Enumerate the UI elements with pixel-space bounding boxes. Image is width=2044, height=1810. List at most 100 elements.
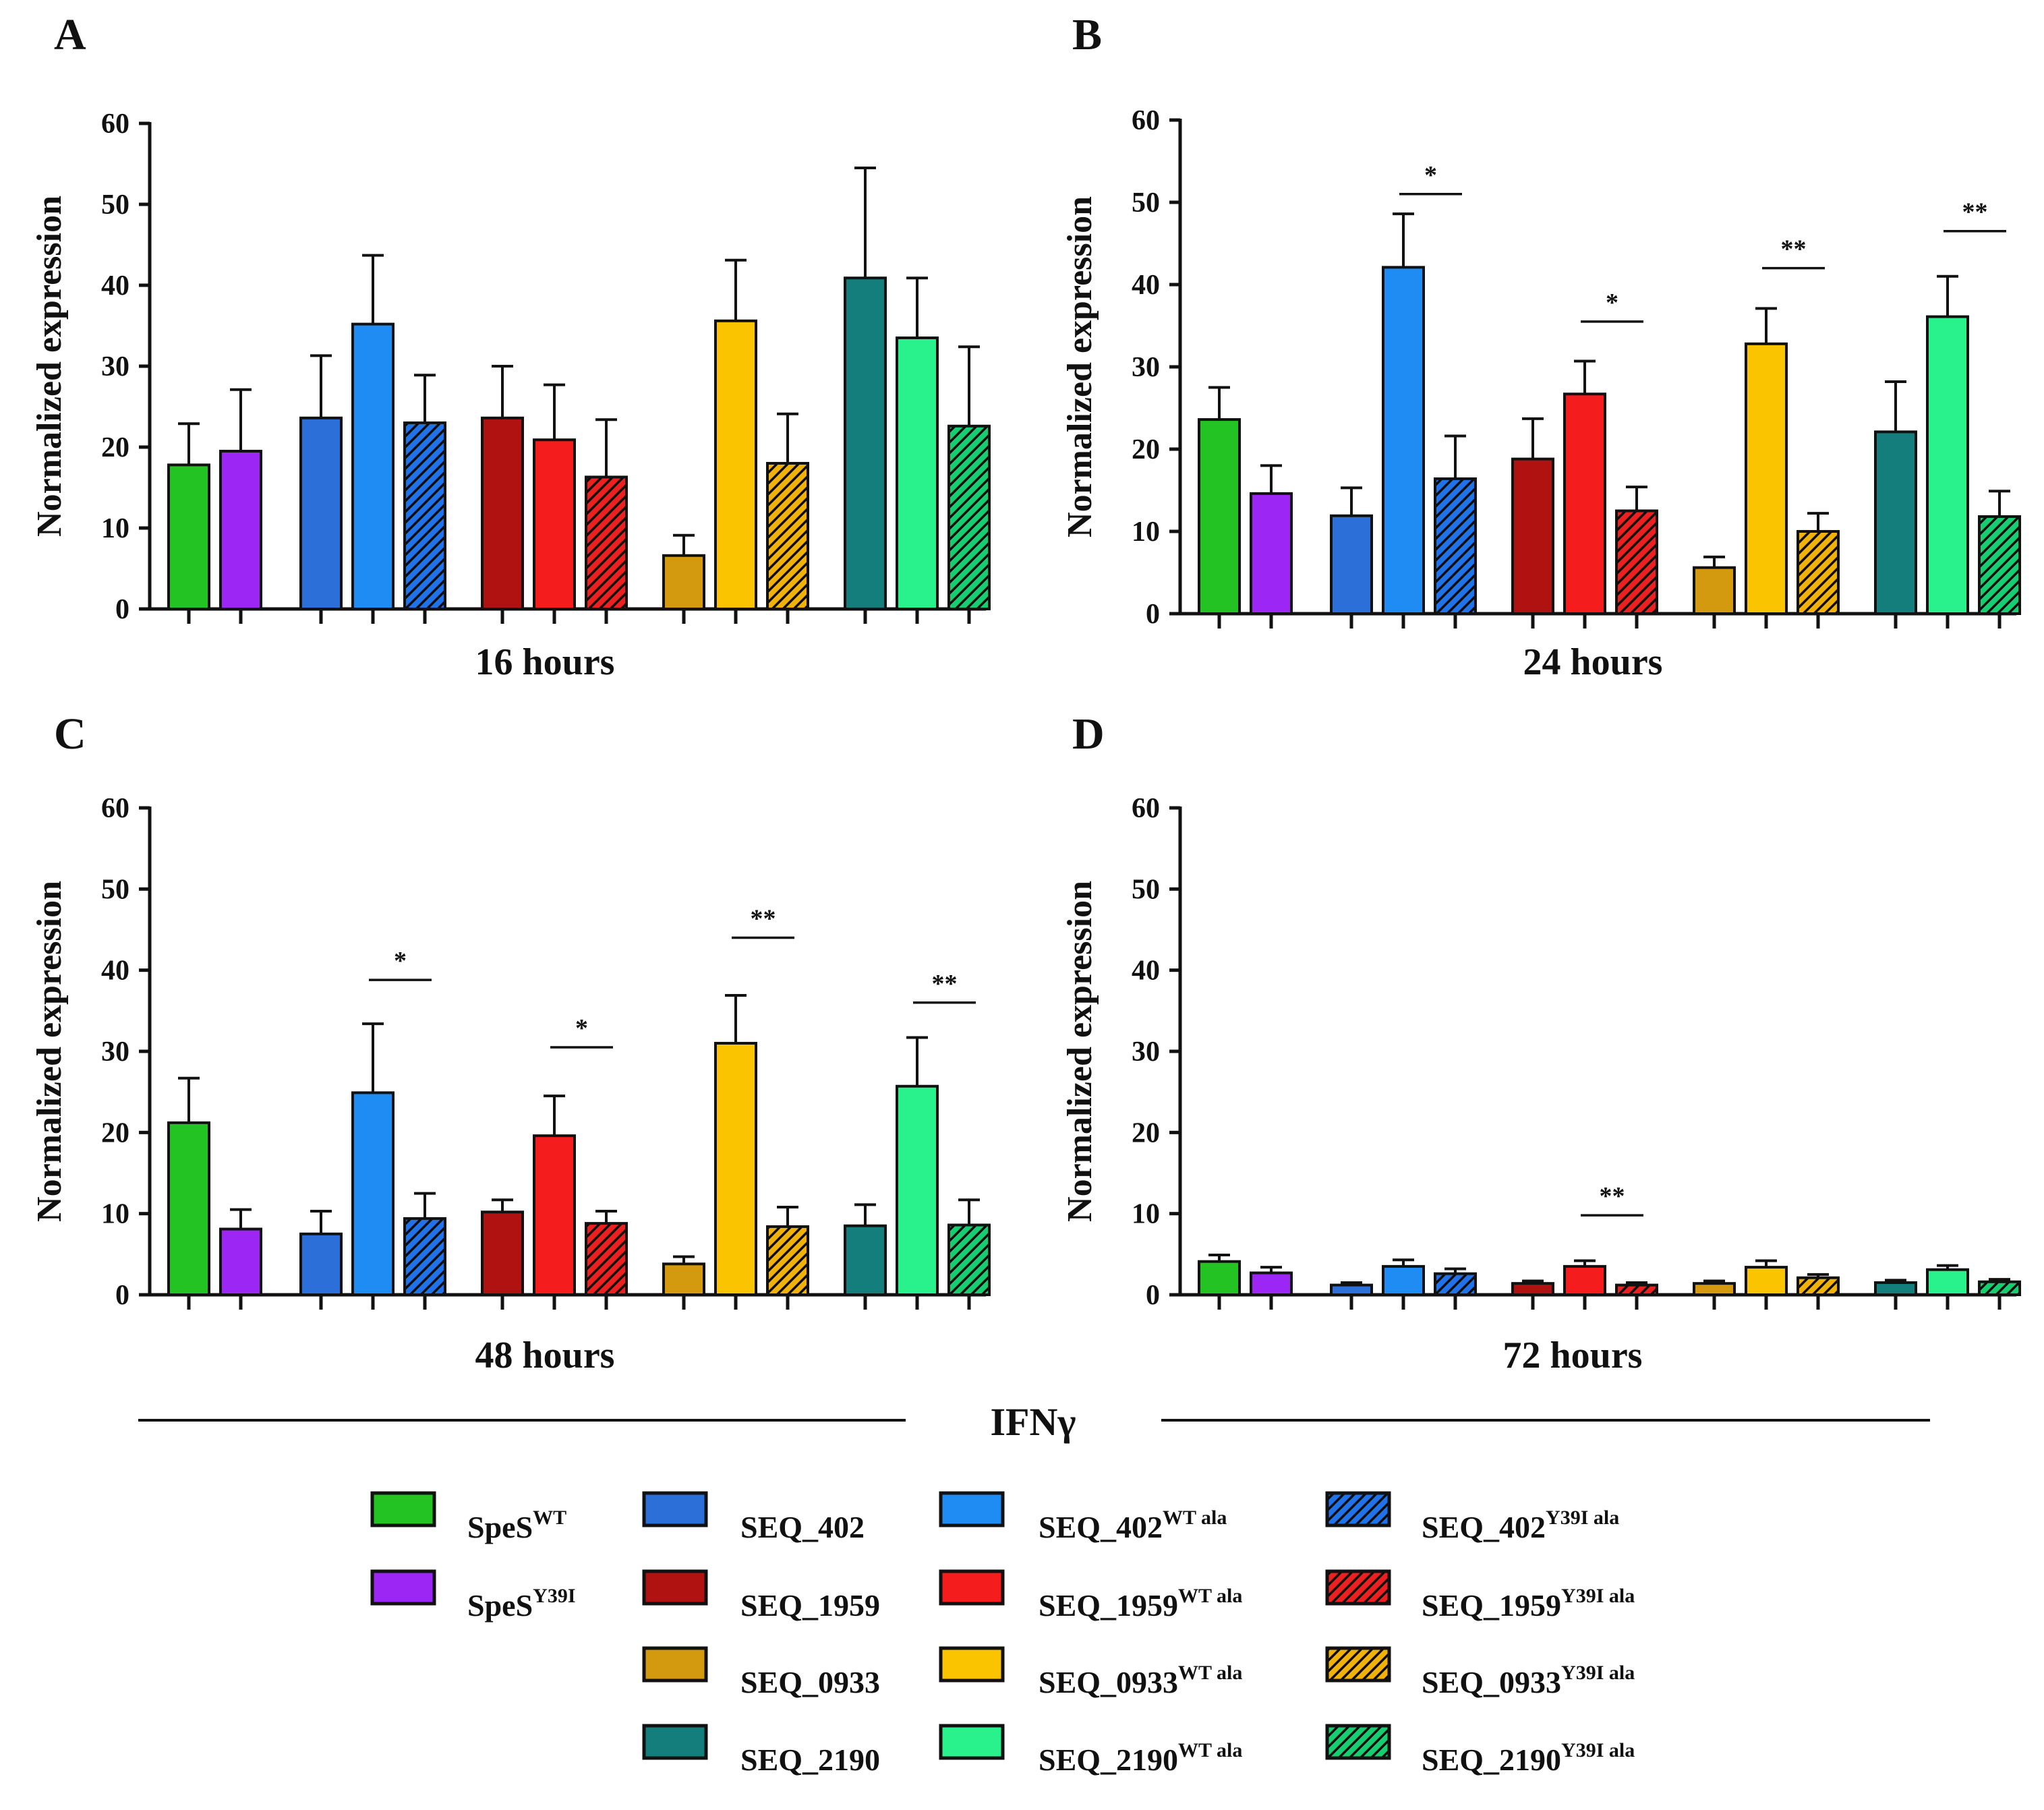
bar-seq402_y39i (1434, 477, 1477, 615)
y-tick-label: 10 (101, 513, 129, 544)
bar-seq2190_wt (1926, 1268, 1969, 1296)
panels: A 0 10 20 30 40 50 60 Normalized expression 16 ho… (30, 10, 2021, 1376)
panel-A: A 0 10 20 30 40 50 60 Normalized expression 16 ho… (30, 10, 991, 683)
legend-item-seq1959_y39i: SEQ_1959Y39I ala (1325, 1569, 1635, 1623)
bar-seq402_y39i (403, 1217, 446, 1297)
bar-seq2190_wt (1926, 315, 1969, 615)
x-axis-label: 72 hours (1503, 1335, 1643, 1376)
bar-seq402_wt (351, 322, 395, 610)
bar-seq1959_wt (1563, 1264, 1606, 1296)
bar-spes_wt (1198, 418, 1241, 616)
y-tick-label: 0 (115, 1280, 129, 1311)
legend-label: SpeSWT (467, 1507, 566, 1544)
bar-seq2190 (844, 1224, 887, 1297)
bar-seq1959_wt (1563, 392, 1606, 615)
bar-seq402_y39i (1434, 1272, 1477, 1297)
bar-seq2190 (1874, 1281, 1917, 1296)
significance-label: * (575, 1014, 588, 1043)
bar-spes_y39i (1250, 1271, 1293, 1297)
y-tick-label: 60 (101, 793, 129, 824)
legend-item-seq2190: SEQ_2190 (642, 1724, 880, 1777)
bar-seq402 (299, 416, 343, 610)
y-tick-label: 10 (1132, 517, 1160, 548)
bar-seq0933_y39i (1797, 1276, 1840, 1296)
bar-seq0933 (1693, 566, 1736, 615)
y-axis-label: Normalized expression (30, 881, 69, 1222)
y-tick-label: 20 (101, 432, 129, 463)
legend-label: SEQ_2190 (740, 1743, 880, 1777)
bar-seq1959 (1511, 457, 1554, 616)
legend-swatch (642, 1569, 708, 1606)
significance-label: ** (932, 970, 958, 998)
panel-label: A (54, 10, 86, 59)
bar-seq1959_wt (533, 1134, 576, 1296)
panel-label: C (54, 709, 86, 759)
legend-label: SEQ_2190WT ala (1039, 1739, 1242, 1777)
shared-x-label-text: IFNγ (990, 1400, 1076, 1444)
bar-seq0933_wt (714, 319, 757, 610)
bar-spes_wt (1198, 1260, 1241, 1296)
significance-label: ** (1600, 1182, 1625, 1210)
y-tick-label: 30 (1132, 1037, 1160, 1068)
x-axis-label: 48 hours (475, 1335, 615, 1376)
bar-seq2190_y39i (1978, 515, 2021, 615)
y-tick-label: 60 (1132, 793, 1160, 824)
legend-label: SEQ_402 (740, 1510, 865, 1544)
y-tick-label: 50 (1132, 874, 1160, 905)
bar-seq2190_wt (896, 1084, 939, 1296)
legend-item-seq0933_wt: SEQ_0933WT ala (939, 1646, 1242, 1699)
bar-seq1959 (481, 416, 524, 610)
y-tick-label: 20 (101, 1117, 129, 1148)
bar-seq1959_y39i (1615, 1283, 1658, 1297)
bar-seq0933_wt (1745, 342, 1788, 615)
legend-swatch (642, 1646, 708, 1683)
legend-swatch (939, 1569, 1005, 1606)
legend-label: SEQ_2190Y39I ala (1422, 1739, 1635, 1777)
legend-swatch (642, 1724, 708, 1760)
legend-item-seq0933_y39i: SEQ_0933Y39I ala (1325, 1646, 1635, 1699)
y-tick-label: 40 (1132, 270, 1160, 301)
bar-seq2190_y39i (947, 424, 991, 610)
x-axis-label: 16 hours (475, 641, 615, 683)
y-tick-label: 30 (1132, 352, 1160, 383)
legend-item-seq402: SEQ_402 (642, 1491, 865, 1544)
y-tick-label: 30 (101, 351, 129, 382)
legend-label: SEQ_402WT ala (1039, 1507, 1227, 1544)
x-axis-label: 24 hours (1523, 641, 1663, 683)
bar-seq1959_y39i (1615, 509, 1658, 615)
panel-D: D 0 10 20 30 40 50 60 Normalized expression ** 72 … (1061, 709, 2021, 1376)
bar-seq2190_wt (896, 337, 939, 610)
legend-label: SEQ_0933Y39I ala (1422, 1662, 1635, 1699)
legend-swatch (370, 1491, 436, 1527)
y-tick-label: 50 (101, 189, 129, 221)
y-axis-label: Normalized expression (1061, 196, 1099, 537)
y-tick-label: 60 (1132, 105, 1160, 136)
significance-label: * (394, 947, 407, 975)
legend-swatch (642, 1491, 708, 1527)
significance-label: ** (1781, 235, 1807, 264)
bar-spes_y39i (219, 1227, 262, 1297)
bar-seq1959_wt (533, 438, 576, 611)
bar-seq2190_y39i (947, 1223, 991, 1296)
bar-seq0933_y39i (766, 1225, 809, 1297)
y-tick-label: 10 (1132, 1199, 1160, 1230)
legend-label: SEQ_1959Y39I ala (1422, 1585, 1635, 1623)
legend-label: SEQ_1959WT ala (1039, 1585, 1242, 1623)
bar-seq1959_y39i (585, 475, 628, 611)
significance-label: ** (751, 905, 776, 933)
legend-item-seq2190_y39i: SEQ_2190Y39I ala (1325, 1724, 1635, 1777)
bar-seq402 (1330, 1283, 1373, 1297)
y-tick-label: 60 (101, 109, 129, 140)
bar-seq2190 (1874, 430, 1917, 615)
y-tick-label: 50 (101, 874, 129, 905)
legend-item-spes_y39i: SpeSY39I (370, 1569, 576, 1623)
legend-item-spes_wt: SpeSWT (370, 1491, 566, 1544)
bar-seq2190 (844, 276, 887, 610)
bar-seq0933 (662, 1262, 705, 1296)
legend-item-seq1959_wt: SEQ_1959WT ala (939, 1569, 1242, 1623)
y-tick-label: 20 (1132, 1117, 1160, 1148)
bar-seq0933_y39i (1797, 530, 1840, 615)
legend-swatch (1325, 1646, 1391, 1683)
